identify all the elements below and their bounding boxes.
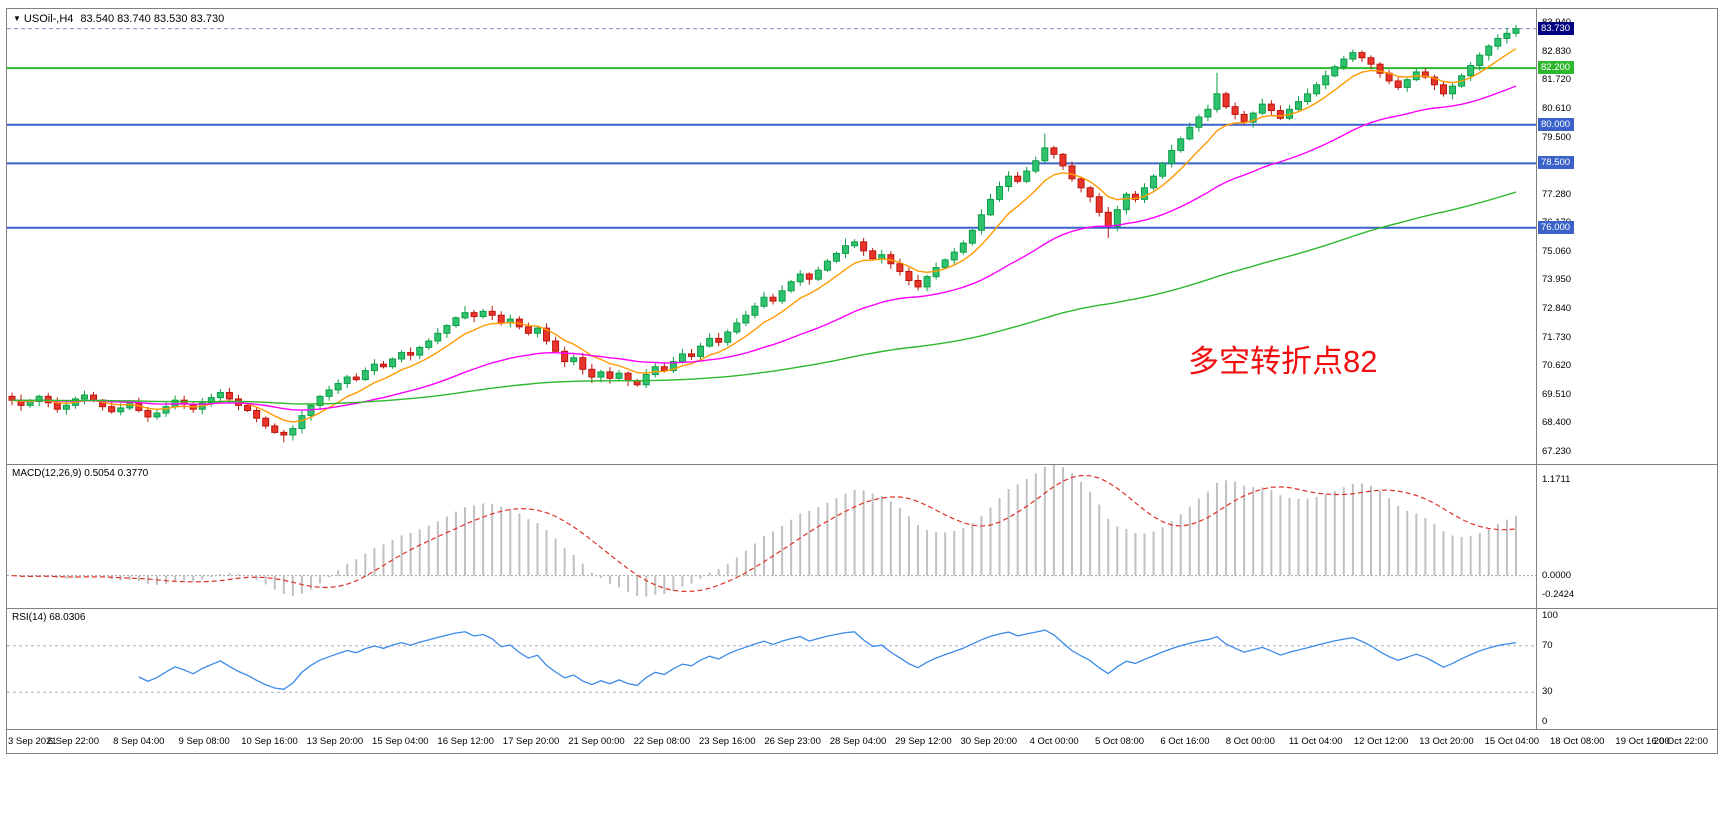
time-axis-label: 15 Sep 04:00 xyxy=(372,736,429,747)
price-tick-label: 69.510 xyxy=(1542,388,1572,400)
price-tick-label: 71.730 xyxy=(1542,331,1572,343)
chart-title: ▼ USOil-,H4 83.540 83.740 83.530 83.730 xyxy=(13,13,224,25)
time-axis-label: 15 Oct 04:00 xyxy=(1484,736,1540,747)
time-axis-label: 13 Sep 20:00 xyxy=(306,736,364,747)
current-price-badge: 83.730 xyxy=(1538,21,1575,35)
chart-annotation[interactable]: 多空转折点82 xyxy=(1188,344,1378,379)
time-axis-label: 28 Sep 04:00 xyxy=(829,736,887,747)
time-axis-label: 30 Sep 20:00 xyxy=(960,736,1018,747)
macd-tick-label: 1.1711 xyxy=(1542,474,1571,486)
price-tick-label: 81.720 xyxy=(1542,74,1572,86)
symbol-period-label: USOil-,H4 xyxy=(23,13,74,25)
time-axis-label: 6 Oct 16:00 xyxy=(1160,736,1210,747)
rsi-tick-label: 30 xyxy=(1542,686,1553,698)
rsi-tick-label: 70 xyxy=(1542,639,1553,651)
price-level-badge: 78.500 xyxy=(1538,156,1575,170)
time-axis-label: 3 Sep 2021 xyxy=(8,736,57,747)
time-axis-label: 19 Oct 16:00 xyxy=(1615,736,1670,747)
time-axis-label: 9 Sep 08:00 xyxy=(178,736,230,747)
time-axis-label: 8 Sep 04:00 xyxy=(113,736,165,747)
time-axis-label: 8 Oct 00:00 xyxy=(1225,736,1275,747)
time-axis-label: 21 Sep 00:00 xyxy=(568,736,625,747)
time-axis-label: 10 Sep 16:00 xyxy=(241,736,298,747)
time-axis-label: 11 Oct 04:00 xyxy=(1288,736,1343,747)
price-tick-label: 80.610 xyxy=(1542,103,1572,114)
ohlc-values: 83.540 83.740 83.530 83.730 xyxy=(80,13,225,25)
price-scale[interactable]: 83.94082.83081.72080.61079.50078.39077.2… xyxy=(1537,0,1723,760)
price-tick-label: 72.840 xyxy=(1542,303,1572,315)
time-axis-label: 13 Oct 20:00 xyxy=(1419,736,1474,747)
price-tick-label: 75.060 xyxy=(1542,245,1572,257)
time-axis-label: 29 Sep 12:00 xyxy=(895,736,952,747)
time-axis-label: 18 Oct 08:00 xyxy=(1550,736,1605,747)
time-axis-label: 12 Oct 12:00 xyxy=(1353,736,1409,747)
price-tick-label: 68.400 xyxy=(1542,417,1572,429)
price-tick-label: 77.280 xyxy=(1542,188,1572,200)
time-axis-label: 22 Sep 08:00 xyxy=(633,736,691,747)
price-tick-label: 73.950 xyxy=(1542,274,1572,286)
rsi-tick-label: 0 xyxy=(1542,716,1548,727)
time-axis-label: 4 Oct 00:00 xyxy=(1029,736,1079,747)
price-level-badge: 82.200 xyxy=(1538,61,1575,75)
symbol-dropdown-icon[interactable]: ▼ xyxy=(13,14,21,23)
price-level-badge: 80.000 xyxy=(1538,117,1575,131)
rsi-indicator-label: RSI(14) 68.0306 xyxy=(12,612,86,623)
time-axis-label: 16 Sep 12:00 xyxy=(437,736,494,747)
time-axis-label: 5 Oct 08:00 xyxy=(1094,736,1145,747)
time-axis[interactable]: 3 Sep 2021 6 Sep 22:00 8 Sep 04:00 9 Sep 08… xyxy=(0,736,1724,752)
time-axis-label: 23 Sep 16:00 xyxy=(698,736,756,747)
price-tick-label: 70.620 xyxy=(1542,360,1572,372)
time-axis-label: 17 Sep 20:00 xyxy=(502,736,560,747)
macd-tick-label: -0.2424 xyxy=(1542,589,1575,601)
time-axis-label: 26 Sep 23:00 xyxy=(764,736,821,747)
price-tick-label: 79.500 xyxy=(1542,131,1572,143)
macd-indicator-label: MACD(12,26,9) 0.5054 0.3770 xyxy=(12,468,149,479)
time-axis-label: 6 Sep 22:00 xyxy=(47,736,99,747)
time-axis-label: 20 Oct 22:00 xyxy=(1653,736,1708,747)
price-level-badge: 76.000 xyxy=(1538,220,1575,234)
price-tick-label: 67.230 xyxy=(1542,445,1572,457)
macd-tick-label: 0.0000 xyxy=(1542,569,1572,581)
price-tick-label: 82.830 xyxy=(1542,45,1572,57)
rsi-tick-label: 100 xyxy=(1542,610,1558,621)
